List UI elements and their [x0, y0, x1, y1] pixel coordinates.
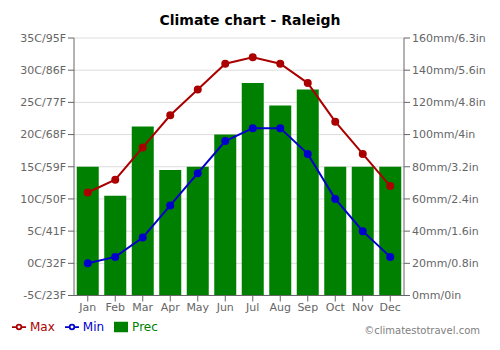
svg-text:Jan: Jan	[78, 301, 96, 314]
html-text:©climatestotravel.com: ©climatestotravel.com	[364, 325, 480, 336]
svg-text:5C/41F: 5C/41F	[27, 225, 66, 238]
svg-text:Sep: Sep	[297, 301, 318, 314]
svg-text:Jul: Jul	[245, 301, 259, 314]
svg-text:Feb: Feb	[106, 301, 125, 314]
svg-text:60mm/2.4in: 60mm/2.4in	[412, 193, 479, 206]
svg-text:Oct: Oct	[326, 301, 346, 314]
svg-text:120mm/4.8in: 120mm/4.8in	[412, 96, 486, 109]
svg-text:20mm/0.8in: 20mm/0.8in	[412, 257, 479, 270]
svg-text:80mm/3.2in: 80mm/3.2in	[412, 161, 479, 174]
svg-text:May: May	[186, 301, 209, 314]
svg-text:0C/32F: 0C/32F	[27, 257, 66, 270]
svg-text:20C/68F: 20C/68F	[20, 128, 66, 141]
svg-text:Aug: Aug	[270, 301, 291, 314]
svg-text:Dec: Dec	[380, 301, 401, 314]
html-text:Max: Max	[30, 319, 55, 334]
svg-text:Apr: Apr	[161, 301, 181, 314]
svg-text:15C/59F: 15C/59F	[20, 161, 66, 174]
svg-text:-5C/23F: -5C/23F	[23, 289, 66, 302]
svg-text:10C/50F: 10C/50F	[20, 193, 66, 206]
svg-text:40mm/1.6in: 40mm/1.6in	[412, 225, 479, 238]
html-text:Min: Min	[82, 319, 105, 334]
svg-text:Mar: Mar	[132, 301, 153, 314]
svg-text:Jun: Jun	[216, 301, 234, 314]
svg-text:Nov: Nov	[352, 301, 374, 314]
svg-text:0mm/0in: 0mm/0in	[412, 289, 461, 302]
svg-text:30C/86F: 30C/86F	[20, 64, 66, 77]
html-text:Climate chart - Raleigh: Climate chart - Raleigh	[159, 12, 341, 28]
html-text:Prec: Prec	[132, 319, 158, 334]
svg-text:35C/95F: 35C/95F	[20, 32, 66, 45]
svg-text:25C/77F: 25C/77F	[20, 96, 66, 109]
svg-text:160mm/6.3in: 160mm/6.3in	[412, 32, 486, 45]
svg-text:140mm/5.6in: 140mm/5.6in	[412, 64, 486, 77]
svg-text:100mm/4in: 100mm/4in	[412, 128, 475, 141]
